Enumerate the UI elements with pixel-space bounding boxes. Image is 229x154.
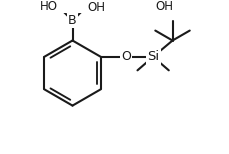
Text: HO: HO — [40, 0, 58, 13]
Text: Si: Si — [146, 50, 158, 63]
Text: B: B — [68, 14, 76, 27]
Text: OH: OH — [87, 1, 105, 14]
Text: O: O — [120, 50, 130, 63]
Text: OH: OH — [155, 0, 173, 13]
